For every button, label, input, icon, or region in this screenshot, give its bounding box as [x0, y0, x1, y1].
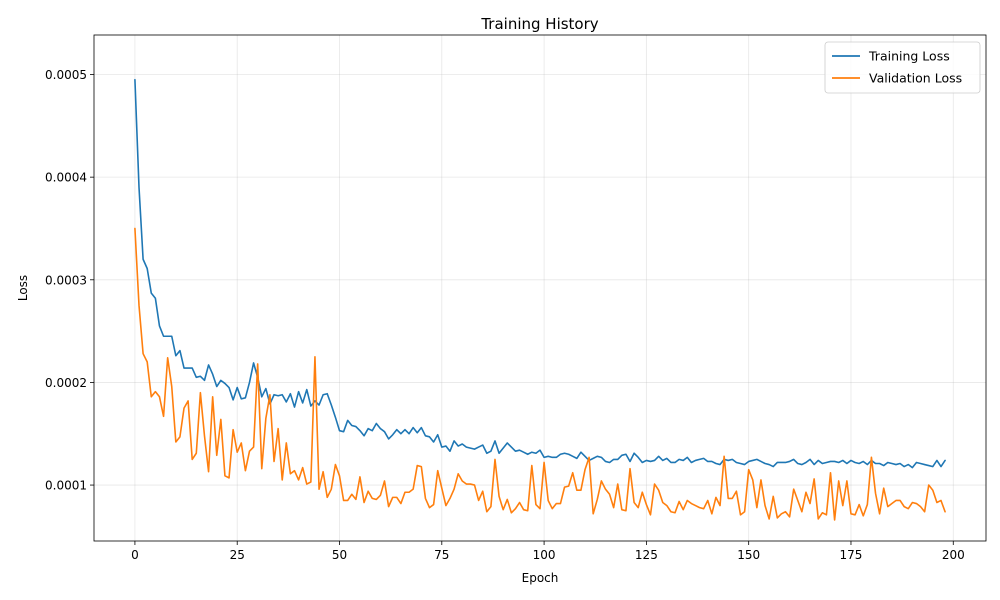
legend-box [824, 41, 981, 94]
x-tick-label: 50 [332, 548, 347, 562]
y-axis-label: Loss [16, 275, 30, 301]
y-tick-label: 0.0002 [45, 376, 87, 390]
series-line-validation-loss [134, 227, 946, 521]
x-tick-label: 25 [230, 548, 245, 562]
y-tick-label: 0.0003 [45, 273, 87, 287]
y-tick-label: 0.0004 [45, 171, 87, 185]
x-tick-label: 0 [131, 548, 139, 562]
plot-area-frame [93, 34, 987, 542]
y-tick-label: 0.0005 [45, 68, 87, 82]
grid [94, 35, 986, 541]
legend-label-validation-loss: Validation Loss [869, 71, 962, 86]
chart-title: Training History [480, 15, 598, 33]
series-lines [134, 78, 946, 521]
x-tick-label: 200 [942, 548, 965, 562]
x-axis-label: Epoch [522, 571, 559, 585]
x-tick-label: 125 [635, 548, 658, 562]
axis-ticks: 0 25 50 75 100 125 150 175 200 0.0001 0.0002 0.0003… [45, 68, 965, 562]
legend: Training Loss Validation Loss [824, 41, 981, 94]
x-tick-label: 150 [737, 548, 760, 562]
x-tick-label: 175 [840, 548, 863, 562]
y-tick-label: 0.0001 [45, 479, 87, 493]
x-tick-label: 100 [533, 548, 556, 562]
legend-label-training-loss: Training Loss [868, 49, 950, 64]
x-tick-label: 75 [434, 548, 449, 562]
